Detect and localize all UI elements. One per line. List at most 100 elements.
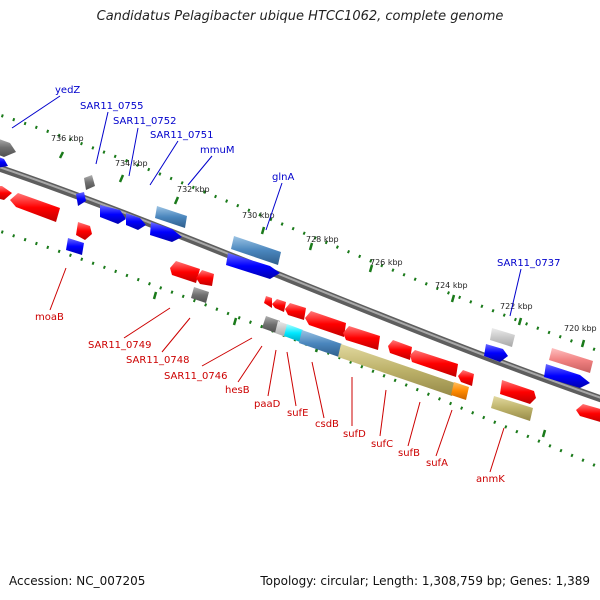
gene-label-moaB[interactable]: moaB — [35, 312, 64, 323]
gene-label-SAR11-0755[interactable]: SAR11_0755 — [80, 101, 144, 112]
gene-label-SAR11-0748[interactable]: SAR11_0748 — [126, 355, 190, 366]
tick-mark — [580, 339, 586, 348]
gene-feature[interactable] — [226, 253, 280, 279]
leader-lines — [11, 95, 522, 473]
gene-label-paaD[interactable]: paaD — [254, 399, 281, 410]
tick-mark — [308, 242, 314, 251]
gene-feature[interactable] — [549, 348, 593, 373]
gene-label-SAR11-0751[interactable]: SAR11_0751 — [150, 130, 214, 141]
gene-feature[interactable] — [170, 261, 200, 283]
gene-feature[interactable] — [0, 186, 12, 200]
gene-feature-SAR11-0746[interactable] — [272, 299, 286, 312]
scale-label: 724 kbp — [435, 281, 468, 290]
tick-mark — [152, 291, 158, 300]
gene-label-SAR11-0737[interactable]: SAR11_0737 — [497, 258, 561, 269]
gene-feature-SAR11-0748[interactable] — [264, 296, 272, 308]
gene-feature[interactable] — [10, 193, 60, 222]
gene-feature-sufA[interactable] — [451, 382, 469, 400]
gene-feature-mmuM[interactable] — [155, 206, 187, 228]
tick-mark — [260, 226, 266, 235]
gene-label-SAR11-0749[interactable]: SAR11_0749 — [88, 340, 152, 351]
forward-gene-labels: yedZ SAR11_0755 SAR11_0752 SAR11_0751 mm… — [55, 85, 561, 269]
leader-line — [11, 95, 61, 129]
gene-feature[interactable] — [305, 311, 346, 337]
gene-label-SAR11-0746[interactable]: SAR11_0746 — [164, 371, 228, 382]
tick-mark — [232, 317, 238, 326]
leader-line — [201, 337, 253, 367]
leader-line — [237, 345, 263, 383]
gene-feature-SAR11-0751[interactable] — [150, 222, 182, 242]
gene-feature[interactable] — [458, 370, 474, 386]
leader-line — [509, 268, 522, 317]
gene-feature-SAR11-0749[interactable] — [191, 287, 209, 303]
scale-labels: 736 kbp 734 kbp 732 kbp 730 kbp 728 kbp … — [51, 134, 597, 333]
gene-feature[interactable] — [196, 270, 214, 286]
tick-mark — [450, 294, 456, 303]
tick-mark — [541, 429, 547, 438]
gene-feature[interactable] — [0, 156, 8, 168]
gene-feature[interactable] — [76, 192, 86, 206]
gene-feature[interactable] — [388, 340, 412, 360]
gene-label-sufE[interactable]: sufE — [287, 408, 308, 419]
gene-feature-sufE[interactable] — [284, 324, 303, 342]
leader-line — [123, 307, 171, 339]
tick-mark — [118, 174, 125, 183]
tick-mark — [368, 264, 374, 273]
leader-line — [187, 155, 213, 186]
reverse-features — [0, 186, 600, 423]
gene-feature-SAR11-0752[interactable] — [100, 205, 126, 224]
leader-line — [49, 267, 67, 311]
scale-label: 722 kbp — [500, 302, 533, 311]
gene-feature[interactable] — [126, 213, 146, 230]
scale-label: 732 kbp — [177, 185, 210, 194]
leader-line — [149, 140, 179, 186]
gene-feature[interactable] — [544, 364, 590, 388]
gene-feature-sufD-sufC-sufB[interactable] — [338, 344, 455, 396]
gene-feature-hesB[interactable] — [262, 316, 280, 333]
gene-label-sufA[interactable]: sufA — [426, 458, 448, 469]
gene-feature-csdB[interactable] — [299, 330, 342, 357]
gene-label-anmK[interactable]: anmK — [476, 474, 505, 485]
leader-line — [95, 111, 109, 165]
gene-feature-yedZ[interactable] — [0, 138, 16, 157]
leader-line — [489, 427, 505, 473]
gene-feature[interactable] — [76, 222, 92, 240]
gene-feature[interactable] — [343, 326, 380, 350]
gene-feature-SAR11-0755[interactable] — [84, 175, 95, 190]
gene-label-hesB[interactable]: hesB — [225, 385, 250, 396]
gene-label-sufB[interactable]: sufB — [398, 448, 420, 459]
leader-line — [267, 349, 277, 397]
gene-feature[interactable] — [285, 303, 306, 320]
leader-line — [407, 401, 421, 447]
gene-feature[interactable] — [500, 380, 536, 404]
leader-line — [161, 317, 191, 353]
gene-label-yedZ[interactable]: yedZ — [55, 85, 80, 96]
tick-mark — [173, 196, 180, 205]
gene-feature-SAR11-0737[interactable] — [490, 328, 515, 347]
gene-feature[interactable] — [410, 350, 458, 377]
leader-line — [128, 127, 139, 177]
gene-feature-anmK[interactable] — [491, 396, 533, 421]
gene-label-glnA[interactable]: glnA — [272, 172, 294, 183]
gene-label-csdB[interactable]: csdB — [315, 419, 339, 430]
gene-feature-moaB[interactable] — [66, 238, 84, 255]
gene-label-SAR11-0752[interactable]: SAR11_0752 — [113, 116, 177, 127]
genome-backbone — [0, 164, 600, 403]
page-title: Candidatus Pelagibacter ubique HTCC1062,… — [96, 9, 504, 24]
tick-mark — [517, 317, 523, 326]
gene-label-sufC[interactable]: sufC — [371, 439, 393, 450]
scale-label: 730 kbp — [242, 211, 275, 220]
gene-feature-glnA[interactable] — [231, 236, 281, 265]
gene-feature[interactable] — [576, 404, 600, 423]
gene-label-mmuM[interactable]: mmuM — [200, 145, 234, 156]
leader-line — [265, 182, 283, 231]
forward-features — [0, 138, 593, 388]
scale-label: 720 kbp — [564, 324, 597, 333]
gene-feature[interactable] — [484, 344, 508, 362]
gene-label-sufD[interactable]: sufD — [343, 429, 366, 440]
scale-label: 736 kbp — [51, 134, 84, 143]
leader-line — [311, 361, 325, 419]
genome-summary-text: Topology: circular; Length: 1,308,759 bp… — [260, 574, 590, 588]
reverse-gene-labels: moaB SAR11_0749 SAR11_0748 SAR11_0746 he… — [35, 312, 505, 485]
